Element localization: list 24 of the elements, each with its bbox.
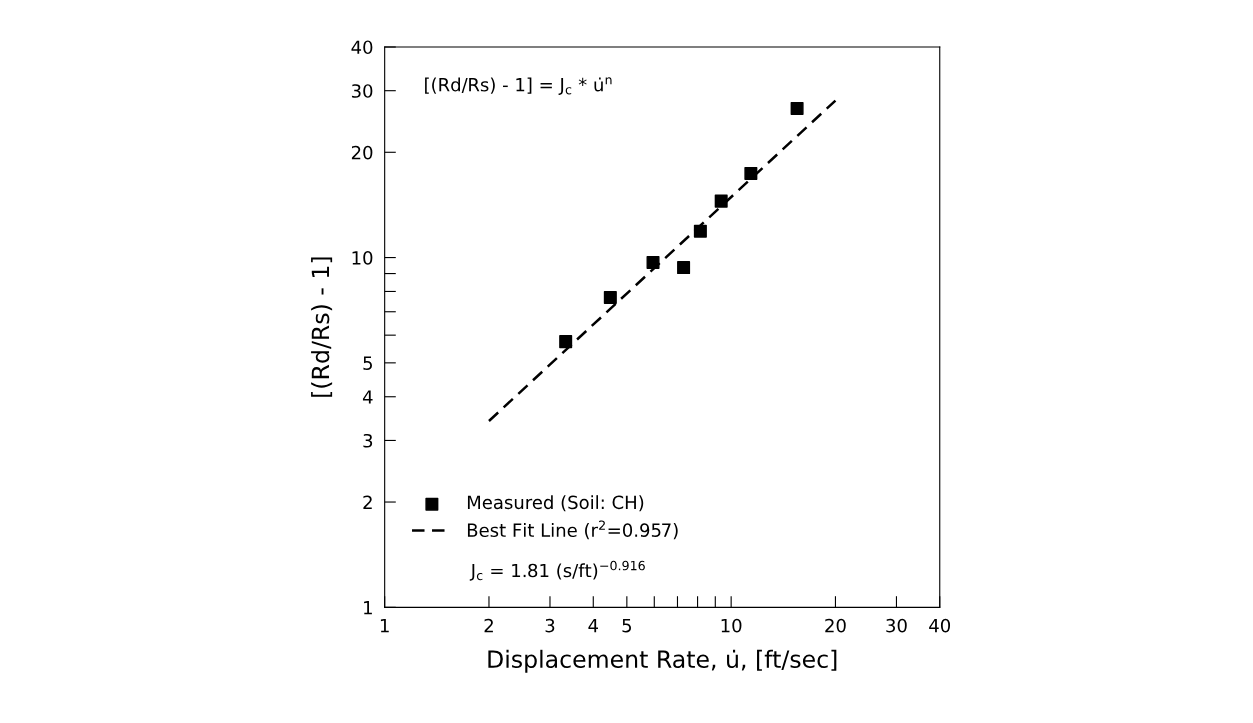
y-tick-label: 4 — [362, 390, 373, 404]
x-tick-label: 5 — [622, 618, 632, 633]
x-tick-label: 40 — [929, 618, 951, 633]
x-tick-label: 1 — [380, 618, 389, 633]
y-tick-label: 20 — [351, 145, 373, 160]
x-tick-label: 4 — [588, 618, 598, 633]
y-tick-label: 1 — [364, 601, 372, 615]
y-tick-label: 30 — [351, 84, 373, 98]
x-tick-label: 20 — [825, 618, 846, 633]
annotation: J$_{c}$ = 1.81 (s/ft)$^{−0.916}$ — [469, 560, 645, 581]
y-axis-title: [(Rd/Rs) - 1] — [311, 257, 333, 397]
legend-label: Best Fit Line (r$^{2}$=0.957) — [467, 520, 678, 540]
x-tick-label: 30 — [886, 618, 907, 633]
y-tick-label: 3 — [363, 433, 373, 448]
x-axis-title: Displacement Rate, u̇, [ft/sec] — [488, 649, 837, 673]
annotation: [(Rd/Rs) - 1] = J$_{c}$ * u̇$^{n}$ — [425, 77, 612, 95]
x-tick-label: 10 — [721, 618, 742, 633]
y-tick-label: 2 — [363, 495, 372, 509]
y-tick-label: 40 — [351, 40, 373, 55]
legend-label: Measured (Soil: CH) — [467, 495, 644, 512]
y-tick-label: 10 — [352, 251, 373, 265]
x-tick-label: 3 — [545, 618, 555, 633]
x-tick-label: 2 — [484, 618, 493, 633]
y-tick-label: 5 — [363, 356, 372, 370]
